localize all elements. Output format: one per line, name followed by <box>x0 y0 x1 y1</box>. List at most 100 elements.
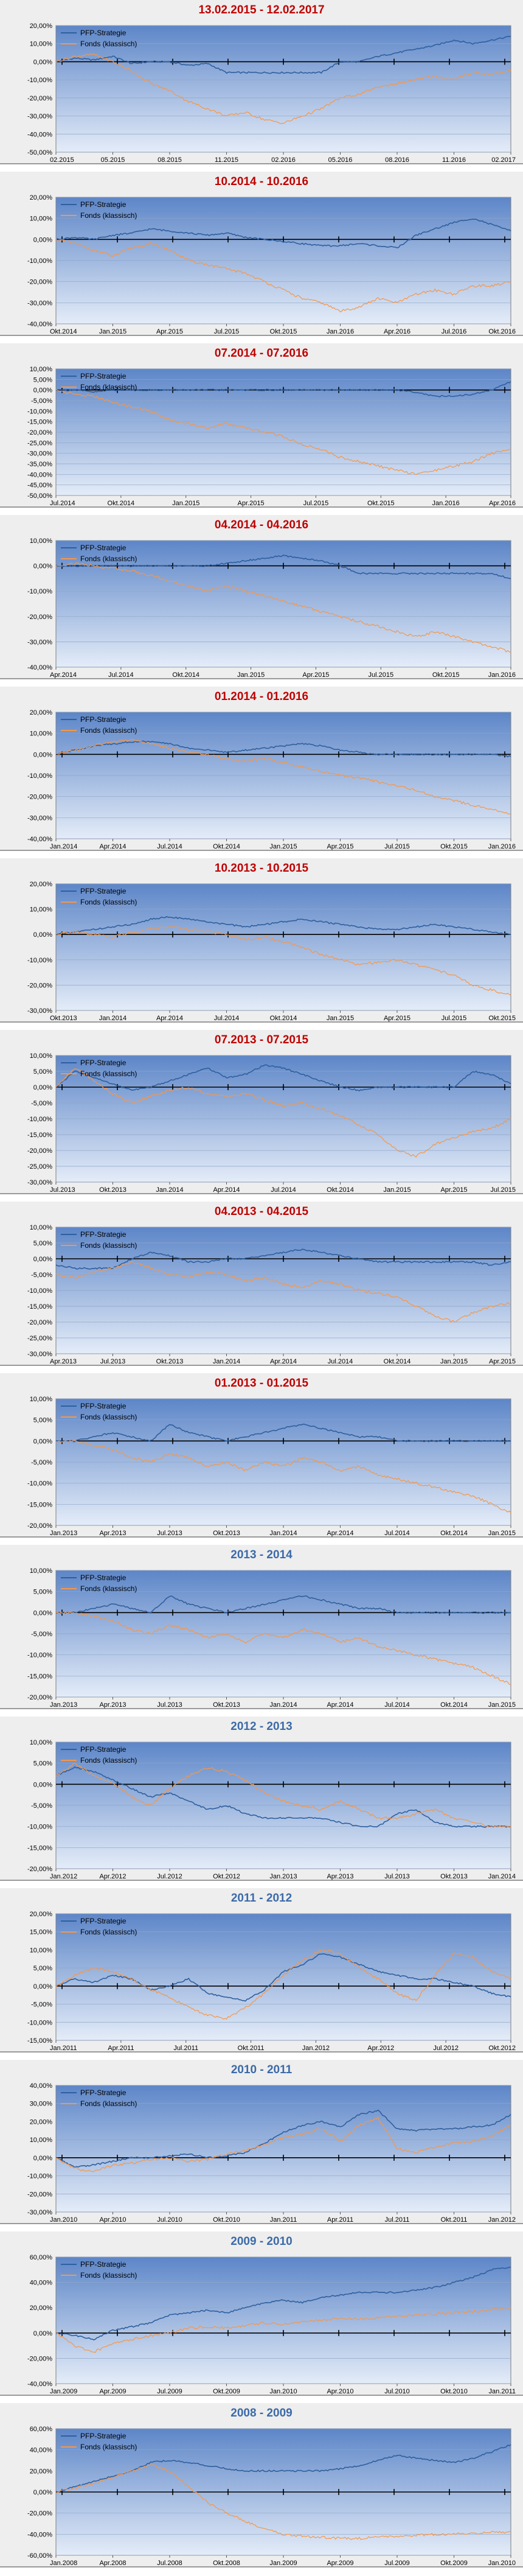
x-tick-label: Apr.2012 <box>99 1873 126 1880</box>
x-tick-label: Apr.2014 <box>213 1186 240 1194</box>
legend-label-fund: Fonds (klassisch) <box>80 1928 137 1936</box>
x-tick-label: Apr.2014 <box>99 843 126 850</box>
x-tick-label: 08.2016 <box>385 156 409 164</box>
x-tick-label: Okt.2014 <box>213 843 240 850</box>
y-tick-label: 20,00% <box>30 881 53 888</box>
x-tick-label: Jan.2014 <box>99 1015 126 1022</box>
y-tick-label: 20,00% <box>30 194 53 201</box>
y-tick-label: -60,00% <box>27 2552 52 2560</box>
y-tick-label: 5,00% <box>33 1068 52 1076</box>
y-tick-label: -20,00% <box>27 614 52 621</box>
y-tick-label: -20,00% <box>27 429 52 436</box>
x-tick-label: Jul.2010 <box>384 2388 410 2395</box>
x-tick-label: Jan.2015 <box>440 1358 468 1365</box>
y-tick-label: 0,00% <box>33 387 52 394</box>
series-line-strategy <box>55 219 511 249</box>
y-tick-label: -25,00% <box>27 1335 52 1342</box>
y-tick-label: -20,00% <box>27 982 52 989</box>
x-tick-label: Apr.2015 <box>384 1015 410 1022</box>
series-line-strategy <box>55 1423 511 1443</box>
x-tick-label: Jan.2012 <box>50 1873 77 1880</box>
y-tick-label: -20,00% <box>27 1866 52 1873</box>
legend-label-fund: Fonds (klassisch) <box>80 383 137 391</box>
y-tick-label: 20,00% <box>30 1911 53 1918</box>
y-tick-label: 10,00% <box>30 2137 53 2144</box>
line-chart: 20,00% 10,00% 0,00% -10,00% -20,00% -30,00% -4… <box>27 194 516 335</box>
y-tick-label: -5,00% <box>31 2001 52 2009</box>
series-line-fund <box>55 2464 511 2540</box>
series-line-strategy <box>55 1064 511 1091</box>
chart-title: 10.2014 - 10.2016 <box>214 175 309 188</box>
series-line-strategy <box>55 740 511 758</box>
x-tick-label: Okt.2011 <box>238 2045 265 2052</box>
x-tick-label: 02.2016 <box>271 156 296 164</box>
x-tick-label: Okt.2014 <box>108 500 135 507</box>
y-tick-label: -10,00% <box>27 257 52 265</box>
x-tick-label: Apr.2015 <box>440 1186 467 1194</box>
x-tick-label: Okt.2014 <box>327 1186 354 1194</box>
line-chart: 20,00% 10,00% 0,00% -10,00% -20,00% -30,00% -4… <box>27 23 516 164</box>
y-tick-label: -40,00% <box>27 321 52 328</box>
chart-title: 13.02.2015 - 12.02.2017 <box>198 4 325 16</box>
chart-title: 10.2013 - 10.2015 <box>214 862 309 875</box>
legend-label-strategy: PFP-Strategie <box>80 1917 126 1925</box>
line-chart: 60,00%40,00%20,00%0,00%-20,00%-40,00%Jan… <box>27 2254 516 2395</box>
chart-panel: 2008 - 2009 60,00% 40,00% 20,00% 0,00% -20,00… <box>0 2403 523 2567</box>
line-chart: 10,00% 5,00% 0,00% -5,00% -10,00% -15,00% -20,… <box>27 1567 516 1709</box>
chart-panel: 01.2013 - 01.2015 10,00% 5,00% 0,00% -5,00% -… <box>0 1373 523 1538</box>
series-line-strategy <box>56 2109 511 2168</box>
y-tick-label: 5,00% <box>33 1760 52 1768</box>
y-tick-label: -10,00% <box>27 588 52 595</box>
y-tick-label: -20,00% <box>27 1522 52 1530</box>
y-tick-label: 40,00% <box>30 2447 53 2454</box>
chart-panel: 2012 - 2013 10,00% 5,00% 0,00% -5,00% -10,00%… <box>0 1717 523 1881</box>
y-tick-label: 5,00% <box>33 1965 52 1972</box>
y-tick-label: 5,00% <box>33 1240 52 1247</box>
x-tick-label: Jan.2015 <box>237 671 265 679</box>
y-tick-label: -10,00% <box>27 2173 52 2180</box>
y-tick-label: 10,00% <box>30 41 53 48</box>
y-tick-label: 10,00% <box>30 1396 53 1403</box>
x-tick-label: Okt.2013 <box>156 1358 184 1365</box>
line-chart: 60,00% 40,00% 20,00% 0,00% -20,00% -40,00% -60… <box>27 2426 516 2567</box>
y-tick-label: 0,00% <box>33 2155 52 2162</box>
line-chart: 10,00% 5,00% 0,00% -5,00% -10,00% -15,00% -20,… <box>27 1739 516 1880</box>
series-line-strategy <box>55 1595 511 1614</box>
y-tick-label: -40,00% <box>27 836 52 843</box>
series-line-strategy <box>55 2444 511 2493</box>
y-tick-label: -15,00% <box>27 2037 52 2045</box>
x-tick-label: Okt.2013 <box>50 1015 77 1022</box>
x-tick-label: Jan.2010 <box>488 2560 516 2567</box>
x-tick-label: Apr.2014 <box>50 671 77 679</box>
x-tick-label: Okt.2015 <box>432 671 460 679</box>
y-tick-label: 20,00% <box>30 2305 53 2312</box>
chart-title: 2008 - 2009 <box>230 2407 293 2420</box>
y-tick-label: -40,00% <box>27 2531 52 2538</box>
line-chart: 10,00% 5,00% 0,00% -5,00% -10,00% -15,00% -20,… <box>27 1052 516 1194</box>
x-tick-label: Okt.2015 <box>270 328 297 335</box>
y-tick-label: 5,00% <box>33 376 52 383</box>
y-tick-label: 0,00% <box>33 1438 52 1445</box>
y-tick-label: -35,00% <box>27 461 52 468</box>
plot-area <box>55 883 511 1011</box>
y-tick-label: 0,00% <box>33 1609 52 1617</box>
y-tick-label: 10,00% <box>30 537 53 545</box>
x-tick-label: Jul.2014 <box>50 500 75 507</box>
x-tick-label: Apr.2014 <box>156 1015 183 1022</box>
y-tick-label: -15,00% <box>27 419 52 426</box>
x-tick-label: Apr.2009 <box>99 2388 126 2395</box>
x-tick-label: Jul.2014 <box>271 1186 296 1194</box>
chart-panel: 2009 - 2010 60,00% 40,00% 20,00% 0,00% -20,00… <box>0 2231 523 2396</box>
chart-title: 2012 - 2013 <box>230 1720 293 1733</box>
y-tick-label: -20,00% <box>27 2510 52 2518</box>
y-tick-label: -30,00% <box>27 1007 52 1015</box>
x-tick-label: Okt.2014 <box>270 1015 297 1022</box>
series-line-strategy <box>55 916 511 936</box>
y-tick-label: 0,00% <box>33 236 52 243</box>
y-tick-label: -20,00% <box>27 1319 52 1326</box>
legend-label-strategy: PFP-Strategie <box>80 2260 126 2269</box>
y-tick-label: -10,00% <box>27 957 52 964</box>
y-tick-label: -10,00% <box>27 1287 52 1295</box>
y-tick-label: -15,00% <box>27 1673 52 1680</box>
